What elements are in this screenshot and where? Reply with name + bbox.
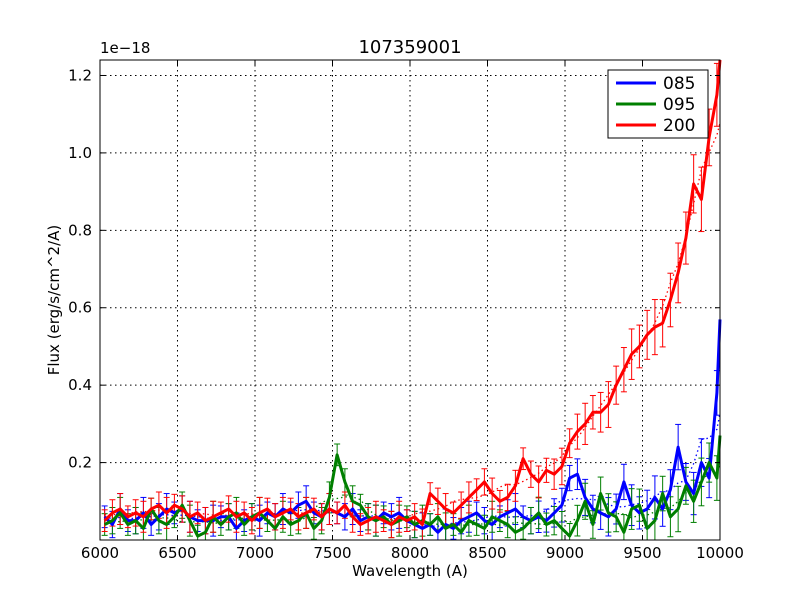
series-line-095 — [104, 435, 722, 538]
x-tick-label: 8500 — [468, 544, 506, 562]
y-axis-label: Flux (erg/s/cm^2/A) — [45, 225, 63, 376]
series-lines — [103, 59, 722, 538]
x-tick-label: 6000 — [81, 544, 119, 562]
grid — [100, 60, 720, 540]
y-tick-label: 1.0 — [68, 144, 92, 162]
x-axis-label: Wavelength (A) — [352, 562, 468, 580]
legend-label-095: 095 — [663, 95, 695, 115]
legend-label-085: 085 — [663, 74, 695, 94]
x-tick-label: 6500 — [158, 544, 196, 562]
y-tick-label: 0.2 — [68, 454, 92, 472]
legend-label-200: 200 — [663, 116, 695, 136]
trend-line-200 — [104, 122, 721, 522]
y-axis-multiplier: 1e−18 — [100, 39, 150, 57]
ticks: 6000 6500 7000 7500 8000 8500 9000 9500 10000 0.2… — [68, 60, 744, 562]
y-tick-label: 0.4 — [68, 376, 92, 394]
x-tick-label: 9500 — [623, 544, 661, 562]
trend-line-095 — [104, 464, 721, 526]
x-tick-label: 7500 — [313, 544, 351, 562]
y-tick-label: 1.2 — [68, 66, 92, 84]
chart-title: 107359001 — [358, 37, 461, 58]
x-tick-label: 7000 — [236, 544, 274, 562]
y-tick-label: 0.6 — [68, 299, 92, 317]
x-tick-label: 10000 — [696, 544, 744, 562]
series-line-200 — [103, 59, 722, 526]
x-tick-label: 8000 — [391, 544, 429, 562]
legend: 085 095 200 — [607, 69, 709, 139]
x-tick-label: 9000 — [546, 544, 584, 562]
y-tick-label: 0.8 — [68, 221, 92, 239]
